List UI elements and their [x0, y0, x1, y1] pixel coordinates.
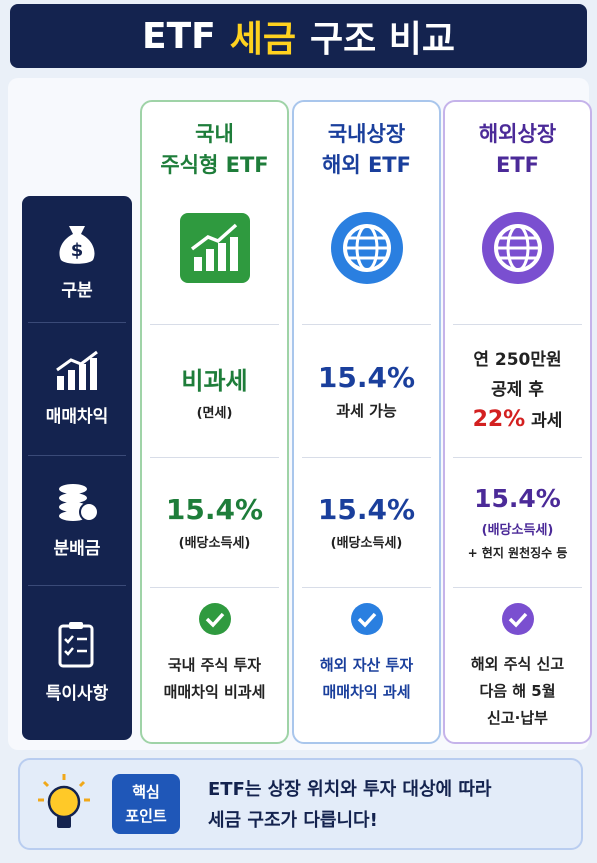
key-point: 핵심 포인트 ETF는 상장 위치와 투자 대상에 따라 세금 구조가 다릅니다…: [18, 758, 583, 850]
chart-icon: [56, 350, 98, 390]
checklist-icon: [58, 622, 94, 668]
gain-main: 비과세: [181, 366, 248, 395]
header: ETF 세금 구조 비교: [10, 4, 587, 68]
separator: [453, 324, 582, 325]
gain-line: 연 250만원: [473, 350, 562, 370]
notes-line: 신고·납부: [487, 709, 548, 727]
notes: 국내 주식 투자 매매차익 비과세: [164, 652, 266, 706]
badge-line: 포인트: [125, 807, 167, 825]
bulb-icon: [38, 774, 90, 828]
gain-cell: 15.4% 과세 가능: [294, 324, 439, 457]
separator: [302, 457, 431, 458]
notes-line: 해외 주식 신고: [470, 655, 565, 673]
column-name: 국내상장 해외 ETF: [294, 102, 439, 198]
separator: [150, 457, 279, 458]
notes-cell: 국내 주식 투자 매매차익 비과세: [142, 602, 287, 732]
row-label-text: 특이사항: [45, 684, 109, 704]
notes-line: 매매차익 과세: [322, 683, 411, 701]
separator: [28, 322, 126, 323]
row-label-text: 분배금: [53, 538, 101, 559]
message-line: 세금 구조가 다릅니다!: [208, 810, 378, 831]
title-part: ETF: [141, 15, 216, 57]
check-icon: [501, 603, 534, 635]
separator: [453, 457, 582, 458]
check-icon: [198, 603, 231, 635]
notes-line: 매매차익 비과세: [163, 683, 266, 701]
row-label: 매매차익: [22, 322, 132, 455]
row-label: 분배금: [22, 455, 132, 585]
separator: [302, 324, 431, 325]
column: 국내상장 해외 ETF 15.4% 과세 가능 15.4% (배당소득세) 해외…: [292, 100, 441, 744]
distribution-rate: 15.4%: [165, 493, 264, 526]
globe-icon: [330, 212, 403, 284]
notes-cell: 해외 자산 투자 매매차익 과세: [294, 602, 439, 732]
gain-cell: 연 250만원 공제 후 22% 과세: [445, 324, 590, 457]
name-line: 해외 ETF: [322, 153, 411, 177]
svg-text:$: $: [71, 240, 84, 261]
message: ETF는 상장 위치와 투자 대상에 따라 세금 구조가 다릅니다!: [208, 774, 491, 836]
row-label-sidebar: $ 구분 매매차익 분배금 특이사항: [22, 196, 132, 740]
icon: [445, 208, 590, 288]
globe-icon: [481, 212, 554, 284]
icon: [142, 208, 287, 288]
distribution-rate: 15.4%: [317, 493, 416, 526]
separator: [28, 585, 126, 586]
icon: [294, 208, 439, 288]
money-bag-icon: $: [59, 225, 95, 264]
notes-line: 다음 해 5월: [479, 682, 556, 700]
column-name: 해외상장 ETF: [445, 102, 590, 198]
coins-icon: [59, 483, 99, 522]
separator: [150, 587, 279, 588]
separator: [453, 587, 582, 588]
gain-suffix: 과세: [531, 411, 563, 431]
distribution-note: (배당소득세): [330, 536, 403, 551]
gain-note: (면세): [196, 405, 233, 421]
name-line: 주식형 ETF: [160, 153, 269, 177]
column: 해외상장 ETF 연 250만원 공제 후 22% 과세 15.4% (배당소득…: [443, 100, 592, 744]
name-line: 국내상장: [327, 122, 406, 146]
row-label: $ 구분: [22, 196, 132, 322]
column: 국내 주식형 ETF 비과세 (면세) 15.4% (배당소득세) 국내 주식 …: [140, 100, 289, 744]
distribution-cell: 15.4% (배당소득세) + 현지 원천징수 등: [445, 457, 590, 587]
notes: 해외 주식 신고 다음 해 5월 신고·납부: [471, 651, 564, 732]
badge-line: 핵심: [132, 783, 160, 801]
growth-icon: [179, 213, 250, 283]
gain-line: 22% 과세: [473, 405, 563, 436]
gain-note: 과세 가능: [336, 401, 397, 420]
separator: [150, 324, 279, 325]
gain-main: 15.4%: [317, 360, 416, 394]
gain-rate: 22%: [472, 407, 526, 432]
notes: 해외 자산 투자 매매차익 과세: [320, 652, 413, 706]
column-name: 국내 주식형 ETF: [142, 102, 287, 198]
name-line: ETF: [495, 153, 539, 177]
distribution-cell: 15.4% (배당소득세): [142, 457, 287, 587]
notes-line: 해외 자산 투자: [319, 656, 414, 674]
name-line: 해외상장: [478, 122, 557, 146]
row-label: 특이사항: [22, 585, 132, 740]
distribution-note: (배당소득세): [178, 536, 251, 551]
separator: [302, 587, 431, 588]
distribution-rate: 15.4%: [474, 483, 561, 513]
title-part: 구조 비교: [309, 19, 455, 60]
gain-cell: 비과세 (면세): [142, 324, 287, 457]
distribution-extra: + 현지 원천징수 등: [467, 545, 568, 560]
notes-cell: 해외 주식 신고 다음 해 5월 신고·납부: [445, 602, 590, 732]
distribution-cell: 15.4% (배당소득세): [294, 457, 439, 587]
check-icon: [350, 603, 383, 635]
distribution-note: (배당소득세): [481, 522, 554, 538]
title-highlight: 세금: [229, 19, 296, 60]
row-label-text: 구분: [61, 280, 93, 301]
badge: 핵심 포인트: [112, 774, 180, 834]
separator: [28, 455, 126, 456]
gain-line: 공제 후: [491, 380, 544, 400]
name-line: 국내: [195, 122, 234, 146]
notes-line: 국내 주식 투자: [167, 656, 262, 674]
message-line: ETF는 상장 위치와 투자 대상에 따라: [208, 779, 492, 800]
row-label-text: 매매차익: [45, 407, 109, 427]
